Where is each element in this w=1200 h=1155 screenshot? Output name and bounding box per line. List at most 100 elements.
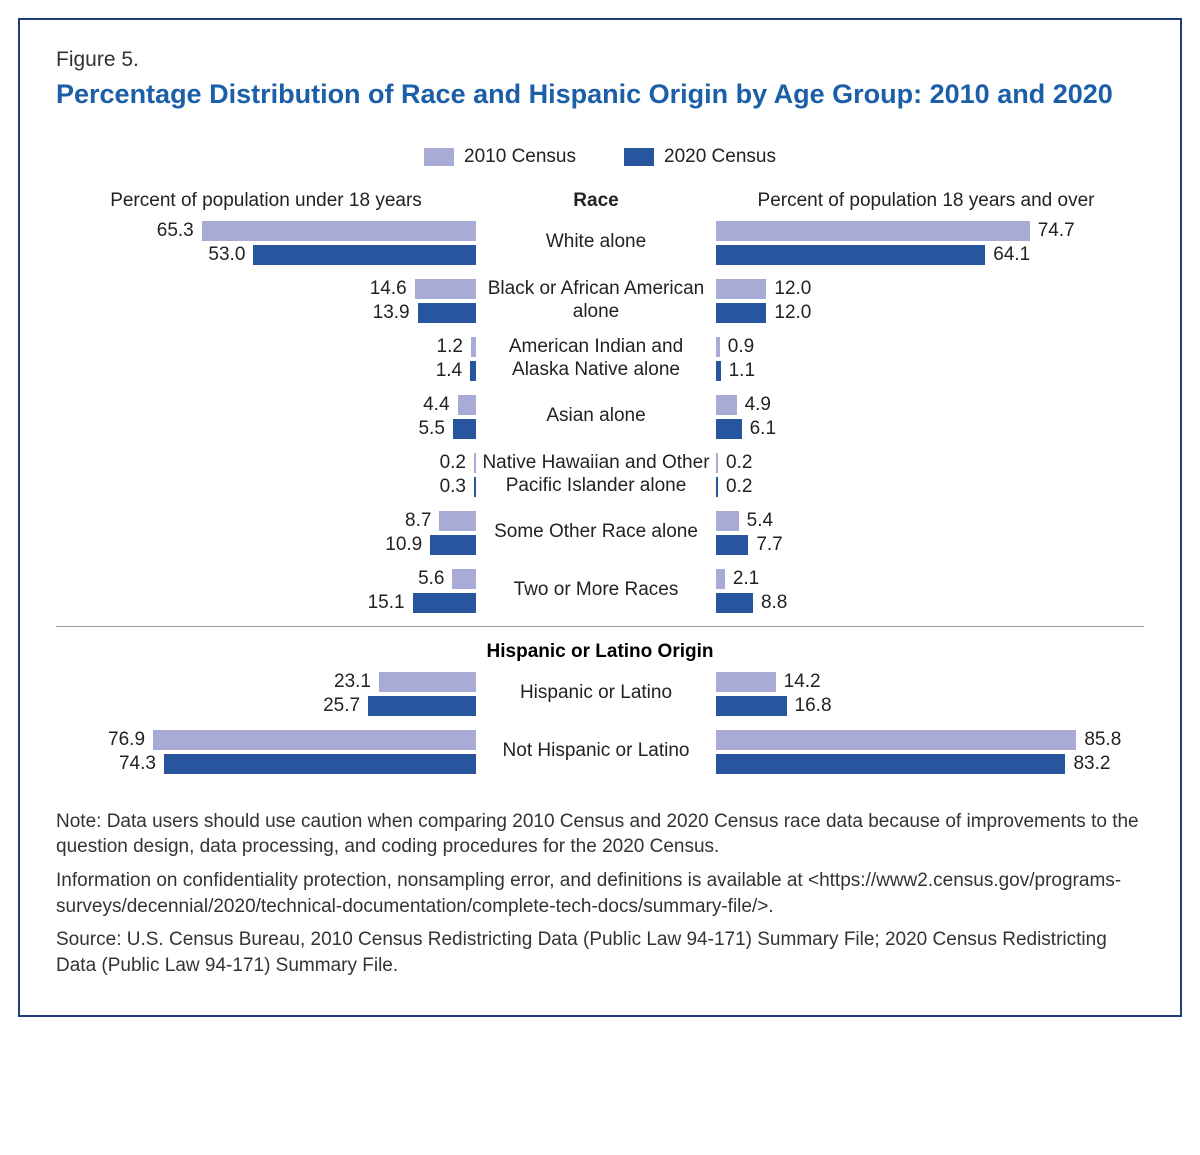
left-bars: 76.974.3 xyxy=(56,729,476,775)
bar xyxy=(716,754,1065,774)
bar xyxy=(202,221,476,241)
bar-value: 74.3 xyxy=(111,753,164,775)
bar-value: 23.1 xyxy=(326,671,379,693)
bar-line: 53.0 xyxy=(56,244,476,266)
left-bars: 0.20.3 xyxy=(56,452,476,498)
bar-line: 1.2 xyxy=(56,336,476,358)
chart-body: 65.353.0White alone74.764.114.613.9Black… xyxy=(56,220,1144,775)
figure-number: Figure 5. xyxy=(56,48,1144,72)
bar-value: 0.2 xyxy=(432,452,474,474)
figure-title: Percentage Distribution of Race and Hisp… xyxy=(56,78,1144,112)
bar-line: 0.3 xyxy=(56,476,476,498)
right-bars: 14.216.8 xyxy=(716,671,1136,717)
bar-value: 12.0 xyxy=(766,278,819,300)
bar xyxy=(716,569,725,589)
bar-line: 8.7 xyxy=(56,510,476,532)
bar-value: 5.4 xyxy=(739,510,781,532)
legend-swatch-2020 xyxy=(624,148,654,166)
bar-line: 85.8 xyxy=(716,729,1136,751)
figure-frame: Figure 5. Percentage Distribution of Rac… xyxy=(18,18,1182,1017)
bar xyxy=(716,696,787,716)
chart-row: 0.20.3Native Hawaiian and Other Pacific … xyxy=(56,452,1144,498)
bar-value: 14.6 xyxy=(362,278,415,300)
legend-label-2010: 2010 Census xyxy=(464,146,576,168)
bar-line: 65.3 xyxy=(56,220,476,242)
bar-line: 1.1 xyxy=(716,360,1136,382)
bar xyxy=(716,395,737,415)
row-label: Native Hawaiian and Other Pacific Island… xyxy=(476,452,716,498)
bar-line: 0.2 xyxy=(716,476,1136,498)
bar-value: 7.7 xyxy=(748,534,790,556)
bar-value: 5.5 xyxy=(410,418,452,440)
row-label: Two or More Races xyxy=(476,579,716,602)
bar xyxy=(418,303,476,323)
bar-line: 10.9 xyxy=(56,534,476,556)
bar-value: 53.0 xyxy=(200,244,253,266)
left-bars: 1.21.4 xyxy=(56,336,476,382)
bar xyxy=(453,419,476,439)
section-heading: Hispanic or Latino Origin xyxy=(56,641,1144,663)
bar xyxy=(716,511,739,531)
bar xyxy=(716,672,776,692)
note-info: Information on confidentiality protectio… xyxy=(56,868,1144,919)
bar-value: 74.7 xyxy=(1030,220,1083,242)
bar xyxy=(415,279,476,299)
right-bars: 5.47.7 xyxy=(716,510,1136,556)
right-bars: 74.764.1 xyxy=(716,220,1136,266)
row-label: Hispanic or Latino xyxy=(476,682,716,705)
note-caution: Note: Data users should use caution when… xyxy=(56,809,1144,860)
row-label: Black or African American alone xyxy=(476,278,716,324)
chart-row: 8.710.9Some Other Race alone5.47.7 xyxy=(56,510,1144,556)
bar-line: 14.2 xyxy=(716,671,1136,693)
chart-row: 23.125.7 Hispanic or Latino14.216.8 xyxy=(56,671,1144,717)
bar-line: 4.9 xyxy=(716,394,1136,416)
bar-value: 83.2 xyxy=(1065,753,1118,775)
bar-value: 0.9 xyxy=(720,336,762,358)
bar-line: 64.1 xyxy=(716,244,1136,266)
bar-value: 4.9 xyxy=(737,394,779,416)
right-bars: 4.96.1 xyxy=(716,394,1136,440)
legend-label-2020: 2020 Census xyxy=(664,146,776,168)
bar xyxy=(153,730,476,750)
bar-value: 0.2 xyxy=(718,452,760,474)
bar-line: 7.7 xyxy=(716,534,1136,556)
bar-value: 15.1 xyxy=(360,592,413,614)
column-header-right: Percent of population 18 years and over xyxy=(716,190,1136,212)
row-label: White alone xyxy=(476,231,716,254)
row-label: American Indian and Alaska Native alone xyxy=(476,336,716,382)
bar-line: 6.1 xyxy=(716,418,1136,440)
section-divider xyxy=(56,626,1144,627)
legend-item-2010: 2010 Census xyxy=(424,146,576,168)
bar xyxy=(716,279,766,299)
bar-line: 2.1 xyxy=(716,568,1136,590)
bar xyxy=(716,419,742,439)
bar-value: 8.7 xyxy=(397,510,439,532)
bar xyxy=(379,672,476,692)
chart-row: 76.974.3Not Hispanic or Latino85.883.2 xyxy=(56,729,1144,775)
row-label: Some Other Race alone xyxy=(476,521,716,544)
section-heading-race: Race xyxy=(476,190,716,212)
bar-value: 76.9 xyxy=(100,729,153,751)
bar-line: 74.3 xyxy=(56,753,476,775)
left-bars: 65.353.0 xyxy=(56,220,476,266)
chart-row: 4.45.5Asian alone4.96.1 xyxy=(56,394,1144,440)
bar-value: 1.4 xyxy=(428,360,470,382)
left-bars: 4.45.5 xyxy=(56,394,476,440)
bar xyxy=(430,535,476,555)
chart-row: 1.21.4American Indian and Alaska Native … xyxy=(56,336,1144,382)
chart-row: 65.353.0White alone74.764.1 xyxy=(56,220,1144,266)
bar xyxy=(253,245,476,265)
bar xyxy=(458,395,476,415)
left-bars: 5.615.1 xyxy=(56,568,476,614)
right-bars: 0.91.1 xyxy=(716,336,1136,382)
bar-value: 25.7 xyxy=(315,695,368,717)
bar xyxy=(716,221,1030,241)
bar-value: 0.3 xyxy=(432,476,474,498)
bar-value: 65.3 xyxy=(149,220,202,242)
bar-line: 0.2 xyxy=(716,452,1136,474)
bar-value: 2.1 xyxy=(725,568,767,590)
bar xyxy=(716,730,1076,750)
bar xyxy=(716,593,753,613)
bar-value: 85.8 xyxy=(1076,729,1129,751)
right-bars: 2.18.8 xyxy=(716,568,1136,614)
